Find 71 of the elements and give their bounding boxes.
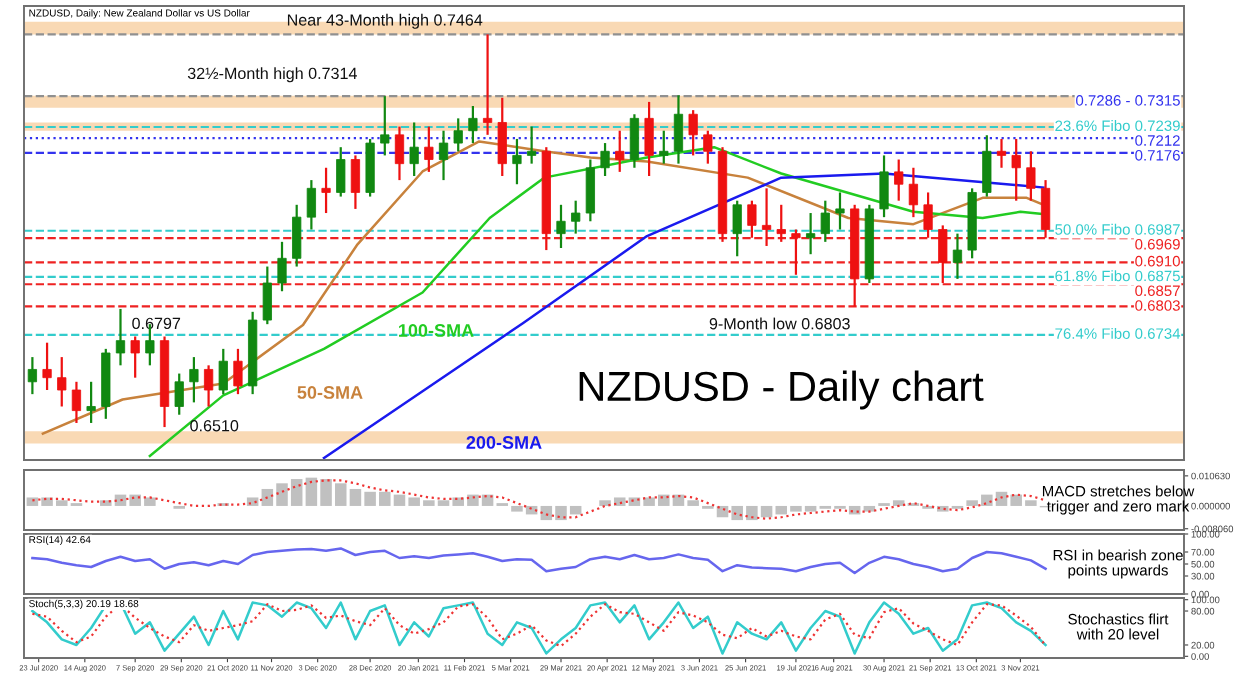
line-series [31,479,1047,520]
line-series [31,547,1047,575]
candlestick [350,154,361,211]
candlestick [615,129,625,173]
candlestick [292,203,302,268]
candlestick [1026,150,1036,202]
candlestick [336,146,346,198]
candlestick [321,166,331,215]
candlestick [776,203,786,243]
candlestick [982,134,992,198]
candlestick [673,94,684,165]
candlestick [571,199,581,235]
candlestick [218,347,228,396]
annotation: 0.6510 [190,419,239,432]
candlestick [791,228,801,276]
candlestick [1011,137,1021,202]
series-label: 100-SMA [399,324,474,337]
candlestick [512,137,522,186]
candlestick [1040,179,1051,239]
candlestick [468,104,478,145]
candlestick [527,125,537,165]
candlestick [189,355,199,404]
candlestick [27,355,38,396]
annotation: 9-Month low 0.6803 [709,317,850,330]
candlestick [732,199,742,258]
candlestick [747,199,757,239]
candlestick [438,129,449,182]
annotation: Near 43-Month high 0.7464 [287,13,483,29]
text: NZDUSD - Daily chart [579,370,984,410]
candlestick [57,355,67,408]
text: 50-SMA [297,386,363,399]
candlestick [71,380,82,425]
candlestick [923,191,933,239]
candlestick [306,179,316,231]
candlestick [497,96,507,178]
candlestick [203,364,214,408]
candlestick [644,100,654,178]
candlestick [556,203,566,250]
candlestick [938,224,948,285]
candlestick [761,187,772,248]
candlestick [835,191,845,231]
candlestick [482,33,493,136]
candlestick [424,125,434,173]
candlestick [174,372,184,416]
candlestick [42,341,52,392]
candlestick [879,154,889,219]
candlestick [130,335,140,379]
annotation: 0.6797 [132,317,181,330]
candlestick [629,113,640,169]
candlestick [86,380,96,425]
candlestick [600,141,610,178]
candlestick [806,211,816,256]
candlestick [688,109,698,157]
annotation: 32½-Month high 0.7314 [187,67,357,83]
candlestick [115,307,126,367]
candlestick [585,158,595,223]
candlestick [453,117,463,153]
candlestick [820,199,830,243]
candlestick [277,240,287,293]
candlestick [233,347,243,396]
candlestick [409,121,419,178]
candlestick [996,137,1007,169]
candlestick [659,129,669,165]
candlestick [894,158,904,202]
candlestick [262,265,272,326]
candlestick [380,95,390,157]
text: 200-SMA [466,436,542,449]
candlestick [703,129,713,165]
candlestick [908,166,919,219]
candlestick [394,125,405,182]
candlestick [952,232,963,280]
